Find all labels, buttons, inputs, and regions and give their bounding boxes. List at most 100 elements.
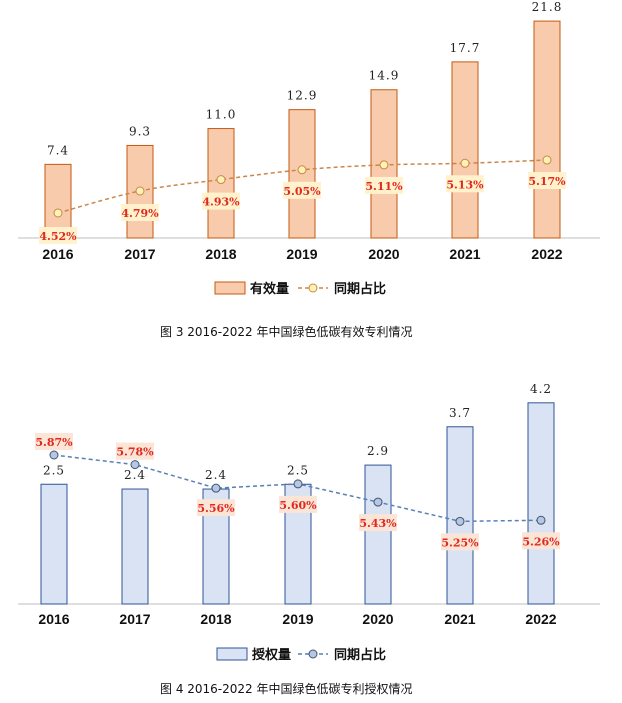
x-tick-label-2022: 2022 [525, 611, 556, 627]
x-tick-label-2018: 2018 [205, 246, 236, 262]
share-point-2021 [455, 516, 465, 526]
share-label-box [441, 533, 479, 551]
share-label-box [39, 227, 77, 244]
legend: 有效量 同期占比 [214, 281, 386, 297]
bar-2021 [446, 426, 474, 605]
x-tick-label-2017: 2017 [119, 611, 150, 627]
effective-patents-chart: 7.4 9.3 11.0 12.9 14.9 17.7 21.8 4.52% 4.79% 4.9… [18, 0, 600, 339]
legend-line-label: 同期占比 [334, 281, 386, 297]
share-label-2017: 4.79% [121, 203, 159, 221]
share-label-2017: 5.78% [116, 442, 154, 460]
x-tick-label-2022: 2022 [531, 246, 562, 262]
bar-value-label-2018: 11.0 [206, 108, 237, 122]
share-label-box [202, 192, 240, 210]
bar-value-label-2020: 14.9 [369, 69, 400, 83]
share-label-text: 5.13% [446, 178, 484, 191]
share-label-text: 5.25% [441, 536, 479, 549]
share-label-2020: 5.43% [359, 514, 397, 532]
x-tick-label-2016: 2016 [42, 246, 73, 262]
share-label-box [359, 514, 397, 532]
figure-caption: 图 4 2016-2022 年中国绿色低碳专利授权情况 [160, 681, 413, 696]
share-label-2021: 5.25% [441, 533, 479, 551]
share-label-text: 5.78% [116, 446, 154, 459]
bar-value-label-2016: 7.4 [47, 143, 69, 157]
bar-2020 [364, 464, 392, 605]
share-label-text: 5.17% [528, 175, 566, 188]
bar-value-label-2019: 12.9 [287, 89, 318, 103]
granted-patents-chart: 2.5 2.4 2.4 2.5 2.9 3.7 4.2 5.87% 5.78% 5.56% 5.6… [18, 382, 600, 696]
bar-2021 [451, 61, 479, 239]
share-point-2020 [379, 160, 389, 170]
legend: 授权量 同期占比 [216, 647, 386, 663]
share-label-box [446, 175, 484, 193]
share-point-2016 [49, 450, 59, 460]
bar-2022 [527, 402, 555, 605]
share-point-2018 [211, 483, 221, 493]
bar-2016 [44, 163, 72, 239]
share-label-2022: 5.26% [522, 532, 560, 550]
share-label-box [528, 172, 566, 190]
bar-2017 [121, 488, 149, 605]
share-point-2017 [130, 460, 140, 470]
share-label-text: 5.05% [283, 185, 321, 198]
share-point-2017 [135, 186, 145, 196]
bar-value-label-2017: 2.4 [124, 468, 146, 482]
share-label-text: 5.11% [365, 180, 403, 193]
bar-2022 [533, 20, 561, 239]
legend-line-marker [308, 649, 318, 659]
share-label-box [522, 532, 560, 550]
legend-bar-label: 有效量 [250, 281, 289, 297]
share-label-text: 5.60% [279, 499, 317, 512]
share-label-box [116, 442, 154, 460]
legend-bar-swatch [216, 647, 248, 661]
share-point-2022 [542, 155, 552, 165]
bar-value-label-2018: 2.4 [205, 468, 227, 482]
share-label-2016: 5.87% [35, 433, 73, 450]
share-label-text: 4.79% [121, 207, 159, 220]
share-label-2021: 5.13% [446, 175, 484, 193]
share-label-2018: 5.56% [197, 499, 235, 517]
bar-value-label-2021: 17.7 [450, 41, 481, 55]
share-point-2021 [460, 158, 470, 168]
x-tick-label-2019: 2019 [282, 611, 313, 627]
share-point-2016 [53, 208, 63, 218]
bar-value-label-2016: 2.5 [43, 463, 65, 477]
share-label-box [197, 499, 235, 517]
share-label-text: 5.56% [197, 502, 235, 515]
x-tick-label-2020: 2020 [368, 246, 399, 262]
x-tick-label-2016: 2016 [38, 611, 69, 627]
bar-2016 [40, 483, 68, 605]
share-label-box [283, 181, 321, 199]
share-label-2019: 5.05% [283, 181, 321, 199]
share-point-2018 [216, 175, 226, 185]
x-tick-label-2020: 2020 [362, 611, 393, 627]
bar-value-label-2022: 21.8 [532, 0, 563, 14]
x-tick-label-2021: 2021 [444, 611, 475, 627]
share-label-box [121, 203, 159, 221]
legend-bar-swatch [214, 281, 246, 295]
share-label-text: 5.26% [522, 535, 560, 548]
share-label-text: 4.93% [202, 196, 240, 209]
legend-line-marker [308, 283, 318, 293]
share-label-box [35, 433, 73, 450]
share-label-2018: 4.93% [202, 192, 240, 210]
bar-value-label-2020: 2.9 [367, 444, 389, 458]
share-point-2022 [536, 515, 546, 525]
figure-caption: 图 3 2016-2022 年中国绿色低碳有效专利情况 [160, 324, 413, 339]
share-label-2019: 5.60% [279, 495, 317, 513]
share-point-2020 [373, 497, 383, 507]
bar-value-label-2021: 3.7 [449, 406, 471, 420]
legend-bar-label: 授权量 [252, 647, 291, 663]
x-tick-label-2019: 2019 [286, 246, 317, 262]
share-label-box [365, 176, 403, 194]
x-tick-label-2021: 2021 [449, 246, 480, 262]
share-label-2022: 5.17% [528, 172, 566, 190]
x-tick-label-2017: 2017 [124, 246, 155, 262]
share-label-text: 4.52% [39, 230, 77, 243]
legend-line-label: 同期占比 [334, 647, 386, 663]
bar-value-label-2022: 4.2 [530, 382, 552, 396]
share-point-2019 [297, 165, 307, 175]
share-label-text: 5.43% [359, 517, 397, 530]
share-label-box [279, 495, 317, 513]
bar-value-label-2017: 9.3 [129, 124, 151, 138]
